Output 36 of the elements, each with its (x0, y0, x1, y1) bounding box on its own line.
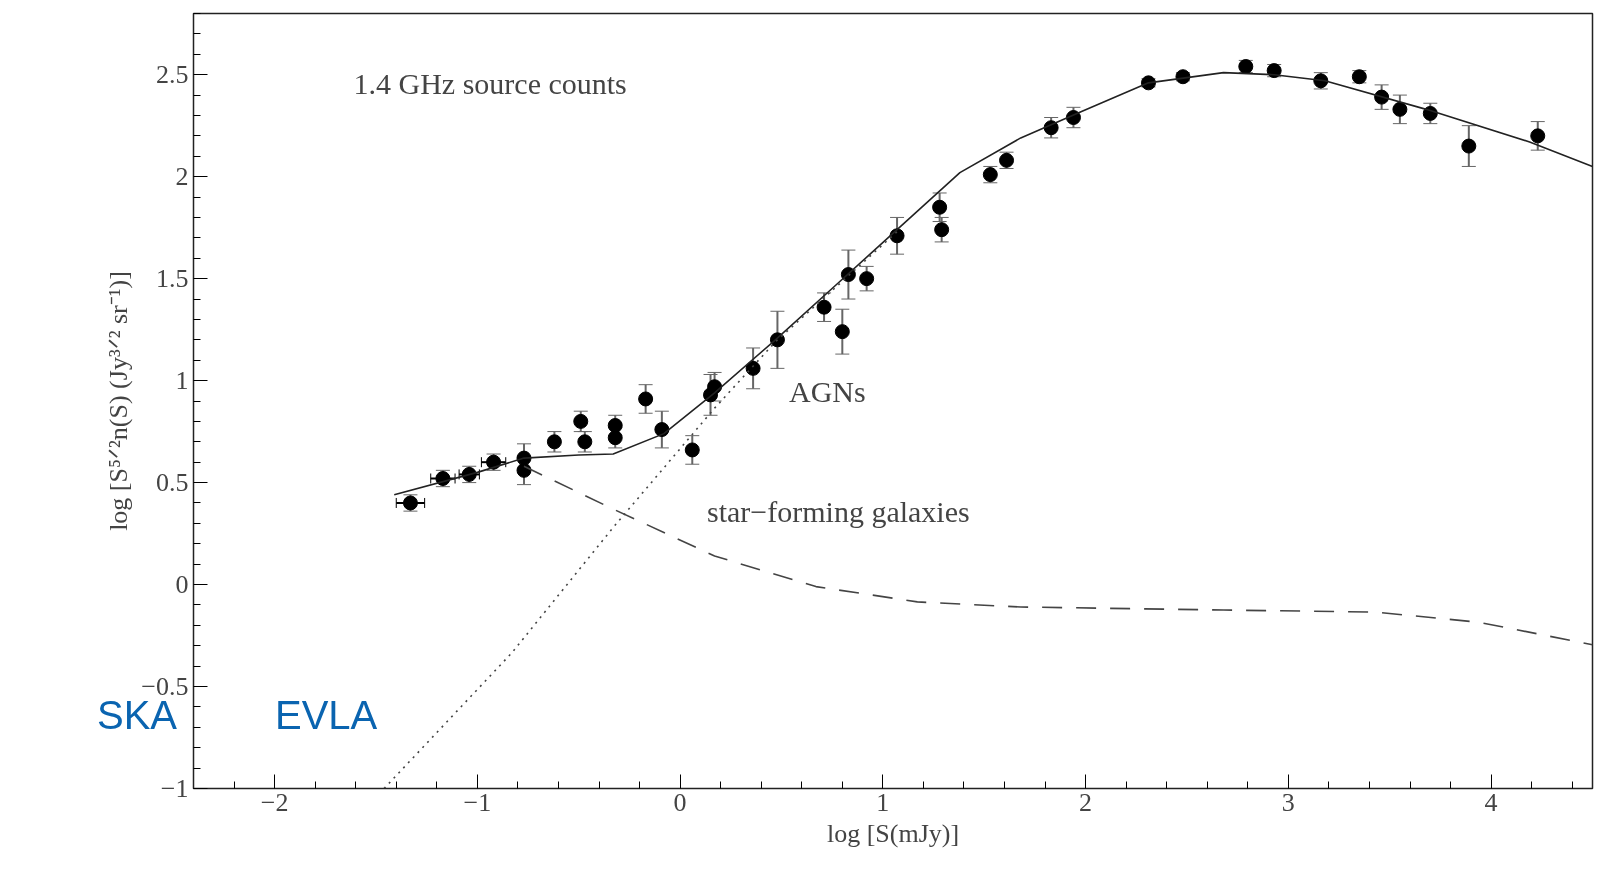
annotation: EVLA (275, 693, 378, 737)
point (816, 299, 832, 315)
annotation: star−forming galaxies (707, 495, 970, 528)
y-tick-label: 2.5 (156, 60, 189, 90)
y-tick-label: −0.5 (141, 672, 189, 702)
x-tick-label: 3 (1281, 787, 1295, 817)
point (516, 462, 532, 478)
y-tick-label: 0.5 (156, 468, 189, 498)
y-tick-label: 1 (175, 366, 189, 396)
x-tick-label: 4 (1484, 787, 1498, 817)
point (1461, 138, 1477, 154)
x-axis-title: log [S(mJy)] (826, 818, 960, 848)
y-tick-label: 0 (175, 570, 189, 600)
text: 1.4 GHz source counts (353, 67, 627, 100)
point (745, 360, 761, 376)
x-tick-label: 2 (1079, 787, 1093, 817)
point (934, 222, 950, 238)
point (607, 430, 623, 446)
x-tick-label: 1 (876, 787, 890, 817)
point (932, 199, 948, 215)
x-tick-label: −2 (260, 787, 289, 817)
point (834, 324, 850, 340)
x-tick-label: 0 (673, 787, 687, 817)
x-tick-label: −1 (463, 787, 492, 817)
point (1392, 101, 1408, 117)
y-axis-title: log [S⁵ᐟ²n(S) (Jy³ᐟ² sr⁻¹)] (104, 271, 134, 531)
point (684, 442, 700, 458)
point (859, 271, 875, 287)
point (546, 434, 562, 450)
point (638, 391, 654, 407)
point (607, 417, 623, 433)
point (1530, 128, 1546, 144)
point (573, 413, 589, 429)
y-tick-label: 1.5 (156, 264, 189, 294)
annotation: AGNs (789, 375, 866, 408)
y-tick-label: 2 (175, 162, 189, 192)
